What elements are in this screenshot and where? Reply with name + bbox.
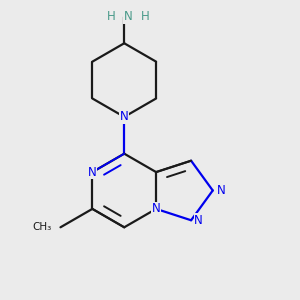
Text: H: H bbox=[140, 10, 149, 23]
Text: N: N bbox=[88, 166, 97, 178]
Text: H: H bbox=[106, 10, 116, 23]
Text: CH₃: CH₃ bbox=[32, 222, 52, 232]
Text: N: N bbox=[194, 214, 203, 227]
Text: N: N bbox=[217, 184, 226, 197]
Text: N: N bbox=[152, 202, 161, 215]
Text: N: N bbox=[124, 10, 132, 23]
Text: N: N bbox=[120, 110, 129, 123]
